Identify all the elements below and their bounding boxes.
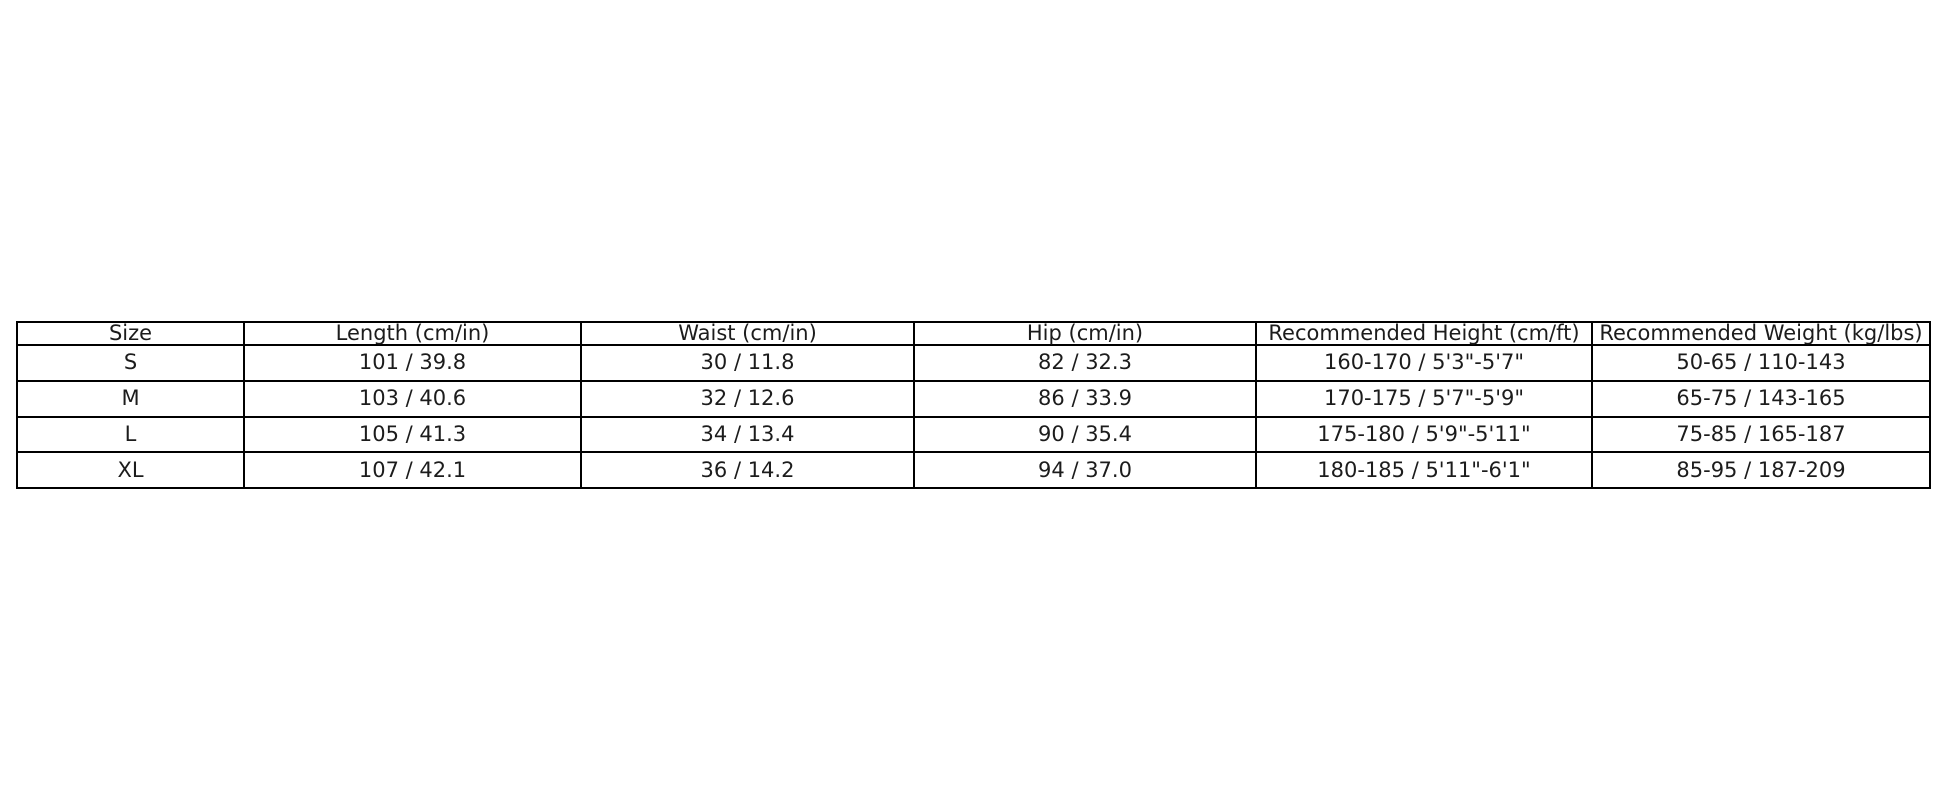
column-header-size: Size — [16, 321, 245, 346]
cell-size: L — [16, 415, 245, 454]
cell-recommended-weight: 50-65 / 110-143 — [1591, 344, 1931, 382]
cell-hip: 90 / 35.4 — [913, 415, 1257, 454]
cell-length: 101 / 39.8 — [243, 344, 582, 382]
table-body: S 101 / 39.8 30 / 11.8 82 / 32.3 160-170… — [16, 344, 1931, 489]
column-header-length: Length (cm/in) — [243, 321, 582, 346]
table-row-xl: XL 107 / 42.1 36 / 14.2 94 / 37.0 180-18… — [16, 451, 1931, 489]
cell-size: XL — [16, 451, 245, 489]
table-row-m: M 103 / 40.6 32 / 12.6 86 / 33.9 170-175… — [16, 379, 1931, 418]
column-header-waist: Waist (cm/in) — [580, 321, 915, 346]
cell-size: M — [16, 379, 245, 418]
cell-recommended-height: 175-180 / 5'9"-5'11" — [1255, 415, 1593, 454]
cell-recommended-height: 160-170 / 5'3"-5'7" — [1255, 344, 1593, 382]
cell-recommended-weight: 65-75 / 143-165 — [1591, 379, 1931, 418]
cell-hip: 86 / 33.9 — [913, 379, 1257, 418]
cell-size: S — [16, 344, 245, 382]
size-chart-table-container: Size Length (cm/in) Waist (cm/in) Hip (c… — [16, 321, 1931, 489]
cell-hip: 82 / 32.3 — [913, 344, 1257, 382]
cell-waist: 36 / 14.2 — [580, 451, 915, 489]
table-row-l: L 105 / 41.3 34 / 13.4 90 / 35.4 175-180… — [16, 415, 1931, 454]
cell-recommended-weight: 85-95 / 187-209 — [1591, 451, 1931, 489]
column-header-hip: Hip (cm/in) — [913, 321, 1257, 346]
cell-recommended-height: 180-185 / 5'11"-6'1" — [1255, 451, 1593, 489]
cell-waist: 32 / 12.6 — [580, 379, 915, 418]
column-header-recommended-weight: Recommended Weight (kg/lbs) — [1591, 321, 1931, 346]
cell-waist: 34 / 13.4 — [580, 415, 915, 454]
size-chart-table: Size Length (cm/in) Waist (cm/in) Hip (c… — [16, 321, 1931, 489]
column-header-recommended-height: Recommended Height (cm/ft) — [1255, 321, 1593, 346]
table-row-s: S 101 / 39.8 30 / 11.8 82 / 32.3 160-170… — [16, 344, 1931, 382]
table-header: Size Length (cm/in) Waist (cm/in) Hip (c… — [16, 321, 1931, 346]
cell-hip: 94 / 37.0 — [913, 451, 1257, 489]
cell-recommended-weight: 75-85 / 165-187 — [1591, 415, 1931, 454]
cell-length: 107 / 42.1 — [243, 451, 582, 489]
cell-length: 103 / 40.6 — [243, 379, 582, 418]
cell-waist: 30 / 11.8 — [580, 344, 915, 382]
cell-recommended-height: 170-175 / 5'7"-5'9" — [1255, 379, 1593, 418]
cell-length: 105 / 41.3 — [243, 415, 582, 454]
header-row: Size Length (cm/in) Waist (cm/in) Hip (c… — [16, 321, 1931, 346]
